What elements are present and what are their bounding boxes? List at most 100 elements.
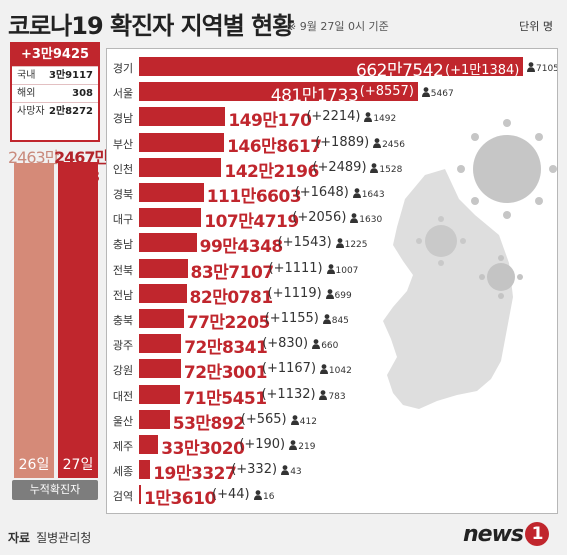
region-label: 강원 — [112, 364, 134, 378]
bar-increase-label: (+8557) — [359, 84, 414, 100]
bar-increase-label: (+2489) — [312, 159, 367, 175]
cumulative-bar-26 — [14, 162, 54, 478]
deaths-label: 699 — [325, 288, 352, 301]
day-label-26: 26일 — [18, 457, 50, 473]
deaths-label: 1528 — [370, 162, 402, 175]
bar-cumulative-label: 33만3020 — [161, 439, 245, 459]
summary-value: 3만9117 — [49, 70, 93, 81]
deaths-label: 783 — [319, 389, 346, 402]
person-icon — [527, 62, 535, 72]
regional-bar-chart: 경기 662만7542 (+1만1384) 7105 서울 481만1733 (+8557)… — [106, 48, 558, 514]
bar — [139, 183, 204, 202]
chart-title: 코로나19 확진자 지역별 현황 — [8, 12, 294, 40]
logo-text: news — [462, 522, 524, 547]
bar — [139, 409, 170, 429]
bar-cumulative-label: 19만3327 — [153, 464, 237, 485]
person-icon — [281, 465, 290, 476]
bar-increase-label: (+1155) — [264, 311, 319, 326]
bar — [139, 334, 182, 354]
region-label: 세종 — [112, 465, 134, 479]
bar — [139, 258, 188, 278]
person-icon — [322, 314, 331, 324]
logo-mark: 1 — [525, 522, 549, 546]
person-icon — [335, 238, 344, 249]
bar-cumulative-label: 83만7107 — [190, 262, 275, 283]
korea-map — [383, 119, 557, 409]
region-label: 경기 — [112, 62, 134, 75]
cumulative-bar-27 — [58, 162, 98, 478]
day-label-27: 27일 — [62, 457, 94, 473]
summary-label: 사망자 — [17, 106, 45, 117]
bar-increase-label: (+190) — [239, 437, 286, 452]
summary-box: +3만9425 국내 3만9117 해외 308 사망자 2만8272 — [10, 42, 100, 142]
summary-row-domestic: 국내 3만9117 — [12, 66, 98, 84]
deaths-label: 1007 — [326, 263, 358, 276]
bar-increase-label: (+44) — [212, 487, 250, 503]
region-label: 전남 — [112, 288, 134, 302]
bar-increase-label: (+830) — [262, 336, 309, 352]
bar — [139, 82, 418, 102]
deaths-label: 412 — [290, 414, 317, 427]
deaths-label: 845 — [322, 314, 349, 326]
person-icon — [319, 389, 328, 400]
person-icon — [421, 87, 430, 98]
deaths-label: 5467 — [421, 87, 454, 99]
bar-cumulative-label: 146만8617 — [227, 136, 322, 157]
bar — [139, 132, 225, 152]
bar — [139, 435, 159, 454]
region-label: 인천 — [112, 162, 134, 176]
person-icon — [319, 364, 328, 375]
virus-icon — [416, 216, 466, 266]
bar-increase-label: (+2214) — [306, 109, 361, 125]
deaths-label: 1042 — [319, 364, 352, 376]
chart-subtitle: ※ 9월 27일 0시 기준 — [287, 20, 389, 33]
deaths-label: 660 — [312, 339, 338, 351]
bar — [139, 283, 187, 303]
deaths-label: 7105 — [527, 62, 557, 74]
deaths-label: 1643 — [352, 188, 385, 200]
region-label: 경북 — [112, 188, 134, 201]
bar-increase-label: (+1132) — [261, 386, 316, 402]
region-label: 울산 — [112, 414, 134, 428]
summary-row-deaths: 사망자 2만8272 — [12, 102, 98, 120]
bar — [139, 208, 202, 228]
virus-icon — [457, 119, 557, 219]
deaths-label: 16 — [254, 490, 274, 502]
summary-label: 해외 — [17, 88, 36, 99]
bar-increase-label: (+1119) — [267, 285, 322, 301]
region-label: 서울 — [112, 87, 134, 101]
bar-cumulative-label: 481만1733 — [270, 86, 359, 107]
bar-increase-label: (+2056) — [292, 210, 347, 226]
deaths-label: 1630 — [350, 213, 382, 225]
bar — [139, 384, 181, 404]
bar-increase-label: (+1만1384) — [445, 63, 520, 78]
bar-increase-label: (+1167) — [261, 361, 317, 377]
person-icon — [350, 213, 359, 224]
left-column: +3만9425 국내 3만9117 해외 308 사망자 2만8272 2463… — [8, 40, 109, 514]
bar-increase-label: (+1648) — [294, 185, 349, 200]
bar-cumulative-label: 99만4348 — [199, 237, 284, 258]
cumulative-label: 누적확진자 — [12, 480, 98, 500]
region-label: 대구 — [112, 213, 134, 227]
bar — [139, 233, 197, 253]
bar — [139, 359, 181, 379]
summary-label: 국내 — [17, 70, 36, 81]
region-label: 전북 — [112, 263, 134, 277]
summary-row-overseas: 해외 308 — [12, 84, 98, 102]
korea-map-shape — [383, 169, 513, 409]
region-label: 충남 — [112, 238, 134, 252]
source-label: 자료 — [8, 531, 31, 545]
summary-value: 308 — [72, 88, 93, 99]
bar-cumulative-label: 72만8341 — [184, 338, 268, 359]
bar — [139, 157, 222, 177]
bar-cumulative-label: 1만3610 — [144, 489, 216, 510]
person-icon — [312, 339, 321, 350]
news1-logo: news 1 — [463, 522, 549, 547]
bar-cumulative-label: 82만0781 — [189, 287, 274, 308]
region-label: 충북 — [112, 314, 134, 327]
person-icon — [364, 112, 373, 123]
bar-increase-label: (+1889) — [315, 134, 370, 150]
region-label: 대전 — [112, 389, 134, 403]
person-icon — [254, 490, 262, 501]
deaths-label: 1225 — [335, 238, 368, 250]
